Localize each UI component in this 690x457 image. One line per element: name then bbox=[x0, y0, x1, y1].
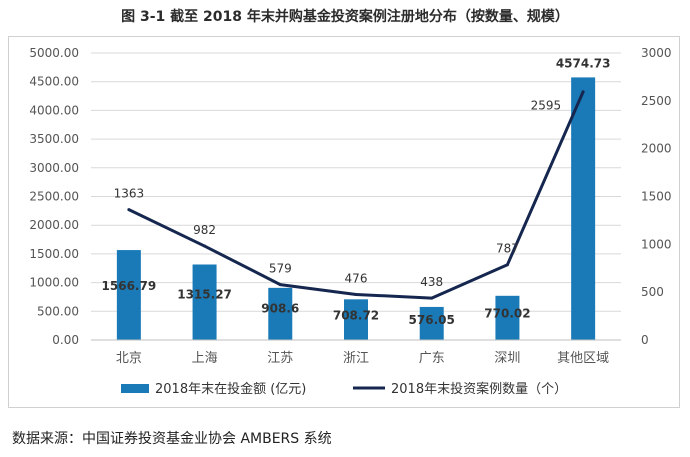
x-tick-label: 北京 bbox=[116, 351, 142, 366]
line-point bbox=[127, 208, 131, 212]
left-tick-label: 2000.00 bbox=[29, 218, 79, 232]
left-tick-label: 0.00 bbox=[52, 333, 79, 347]
bar-data-label: 4574.73 bbox=[556, 56, 611, 70]
right-tick-label: 1500 bbox=[641, 190, 672, 204]
legend-bar-label: 2018年末在投金额 (亿元) bbox=[155, 381, 306, 397]
line-point bbox=[203, 244, 207, 248]
right-tick-label: 500 bbox=[641, 285, 664, 299]
chart-frame: 0.00 500.00 1000.00 1500.00 2000.00 2500.00 30… bbox=[8, 36, 680, 408]
left-tick-label: 500.00 bbox=[37, 304, 79, 318]
bar bbox=[419, 306, 444, 340]
line-data-label: 476 bbox=[345, 271, 368, 285]
x-tick-label: 上海 bbox=[192, 351, 218, 366]
left-tick-label: 3500.00 bbox=[29, 132, 79, 146]
bar-data-label: 908.6 bbox=[261, 302, 299, 316]
line-data-labels: 1363 982 579 476 438 787 2595 bbox=[114, 99, 562, 289]
bar-data-label: 770.02 bbox=[484, 306, 530, 320]
x-tick-label: 深圳 bbox=[494, 351, 520, 366]
right-tick-label: 2000 bbox=[641, 142, 672, 156]
right-tick-label: 2500 bbox=[641, 94, 672, 108]
bar-data-label: 576.05 bbox=[409, 313, 455, 327]
line-point bbox=[581, 90, 585, 94]
line-series bbox=[127, 90, 585, 300]
data-source-note: 数据来源：中国证券投资基金业协会 AMBERS 系统 bbox=[12, 431, 332, 447]
chart-title: 图 3-1 截至 2018 年末并购基金投资案例注册地分布（按数量、规模） bbox=[121, 9, 569, 25]
line-data-label: 579 bbox=[269, 262, 292, 276]
bar-series bbox=[116, 77, 596, 341]
line-point bbox=[505, 263, 509, 267]
left-tick-label: 4000.00 bbox=[29, 103, 79, 117]
legend: 2018年末在投金额 (亿元) 2018年末投资案例数量（个） bbox=[121, 381, 567, 397]
line-data-label: 1363 bbox=[114, 187, 145, 201]
x-tick-label: 其他区域 bbox=[557, 351, 609, 366]
line-point bbox=[354, 292, 358, 296]
line-data-label: 982 bbox=[193, 223, 216, 237]
bar-data-label: 1315.27 bbox=[177, 288, 232, 302]
x-tick-label: 浙江 bbox=[343, 351, 369, 366]
x-tick-label: 广东 bbox=[419, 351, 445, 366]
x-axis: 北京 上海 江苏 浙江 广东 深圳 其他区域 bbox=[91, 339, 621, 366]
bar bbox=[495, 295, 520, 340]
left-tick-label: 4500.00 bbox=[29, 75, 79, 89]
bar bbox=[344, 299, 368, 340]
left-tick-label: 5000.00 bbox=[29, 46, 79, 60]
line-data-label: 2595 bbox=[531, 99, 562, 113]
bar bbox=[116, 250, 141, 340]
right-tick-label: 0 bbox=[641, 333, 649, 347]
right-tick-label: 3000 bbox=[641, 46, 672, 60]
legend-line-label: 2018年末投资案例数量（个） bbox=[391, 381, 567, 397]
line-data-label: 787 bbox=[496, 242, 519, 256]
left-y-axis: 0.00 500.00 1000.00 1500.00 2000.00 2500.00 30… bbox=[29, 46, 79, 347]
combo-chart: 0.00 500.00 1000.00 1500.00 2000.00 2500.00 30… bbox=[29, 46, 672, 397]
bar bbox=[192, 264, 217, 340]
bar bbox=[571, 77, 596, 341]
left-tick-label: 1000.00 bbox=[29, 276, 79, 290]
left-tick-label: 3000.00 bbox=[29, 161, 79, 175]
left-tick-label: 1500.00 bbox=[29, 247, 79, 261]
bar-data-labels: 1566.79 1315.27 908.6 708.72 576.05 770.02 457… bbox=[102, 56, 611, 327]
line-data-label: 438 bbox=[420, 275, 443, 289]
bar bbox=[268, 287, 293, 340]
legend-bar-swatch bbox=[121, 384, 149, 393]
gridlines bbox=[91, 52, 621, 341]
x-tick-label: 江苏 bbox=[267, 350, 293, 366]
line-point bbox=[278, 283, 282, 287]
line-point bbox=[430, 296, 434, 300]
bar-data-label: 708.72 bbox=[333, 309, 379, 323]
right-tick-label: 1000 bbox=[641, 237, 672, 251]
bar-data-label: 1566.79 bbox=[102, 279, 157, 293]
left-tick-label: 2500.00 bbox=[29, 190, 79, 204]
right-y-axis: 0 500 1000 1500 2000 2500 3000 bbox=[641, 46, 672, 347]
